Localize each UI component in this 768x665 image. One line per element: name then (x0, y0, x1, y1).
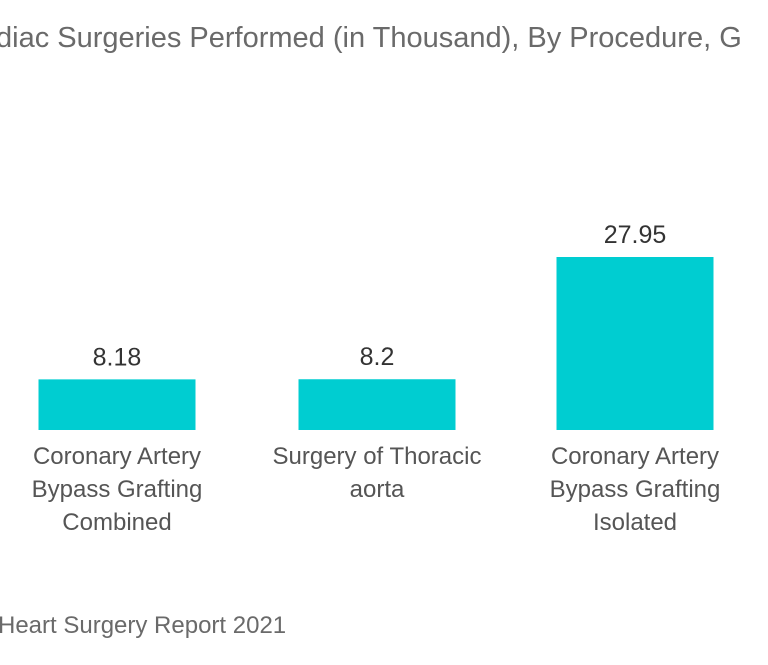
category-label-0-line-0: Coronary Artery (33, 443, 201, 470)
value-label-0: 8.18 (93, 343, 142, 371)
value-label-2: 27.95 (604, 221, 667, 249)
category-label-1-line-0: Surgery of Thoracic (273, 443, 482, 470)
bar-0 (38, 379, 196, 430)
category-label-2-line-0: Coronary Artery (551, 443, 719, 470)
bar-2 (556, 257, 714, 430)
source-note: Heart Surgery Report 2021 (0, 612, 287, 639)
category-label-0-line-2: Combined (62, 509, 171, 536)
chart-title: diac Surgeries Performed (in Thousand), … (0, 22, 742, 54)
category-label-0-line-1: Bypass Grafting (32, 476, 203, 503)
value-label-1: 8.2 (360, 343, 395, 371)
category-label-1-line-1: aorta (350, 476, 405, 503)
bar-1 (298, 379, 456, 430)
category-label-2-line-1: Bypass Grafting (550, 476, 721, 503)
category-label-2-line-2: Isolated (593, 509, 677, 536)
